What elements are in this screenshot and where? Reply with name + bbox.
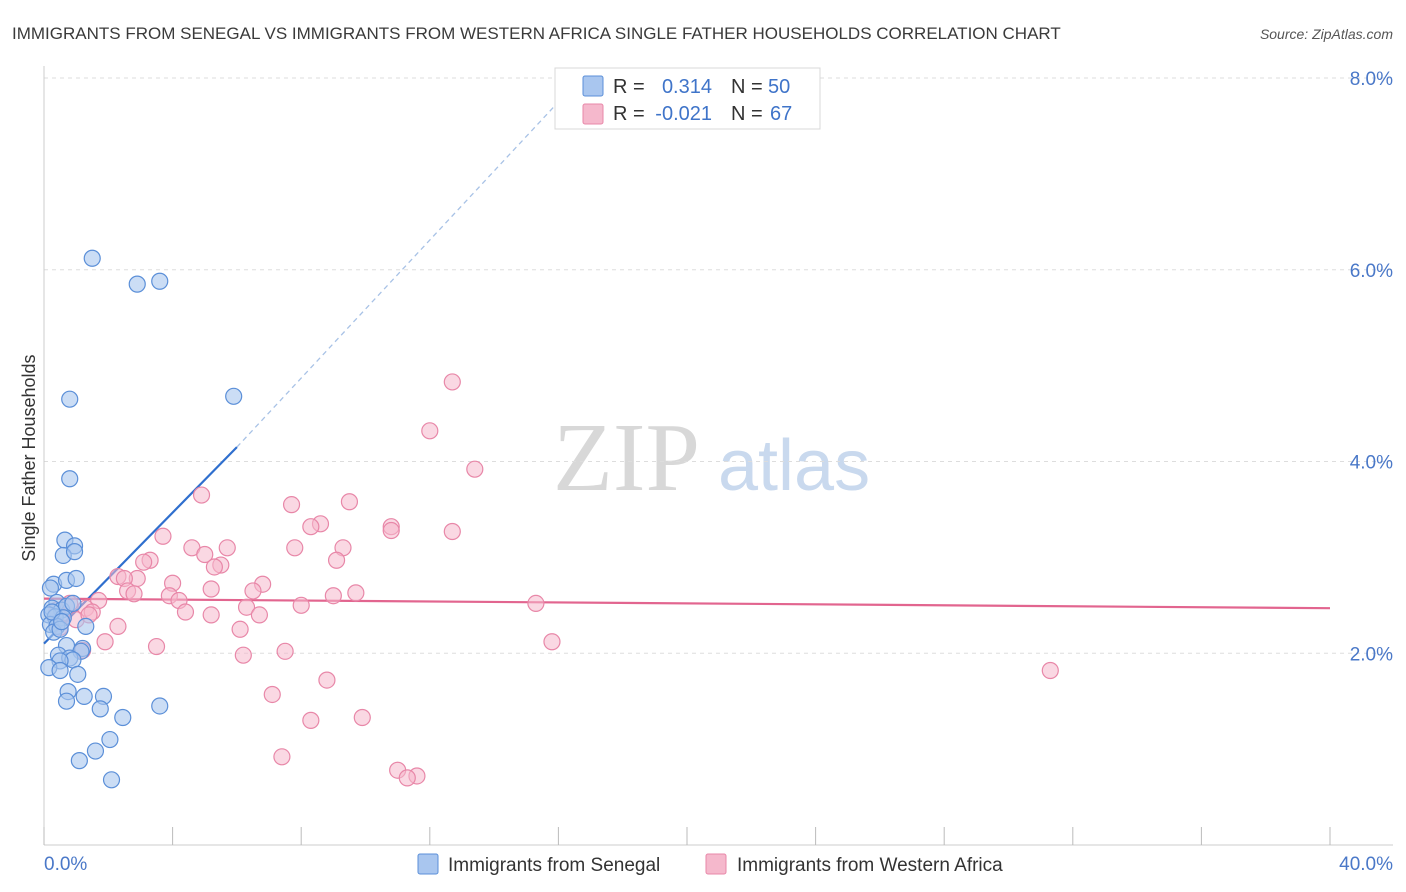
western-africa-trend-line — [43, 597, 1331, 610]
western-africa-point — [543, 633, 561, 651]
western-africa-point — [382, 521, 400, 540]
series-legend: Immigrants from Senegal Immigrants from … — [417, 853, 1003, 876]
western-africa-point — [353, 708, 371, 727]
series-legend-senegal-label: Immigrants from Senegal — [448, 855, 660, 876]
western-africa-point — [135, 553, 153, 571]
western-africa-point — [398, 769, 416, 787]
western-africa-point — [231, 620, 249, 638]
y-tick-label: 2.0% — [1350, 644, 1393, 665]
western-africa-point — [276, 642, 294, 660]
western-africa-point — [421, 422, 439, 440]
y-axis-label: Single Father Households — [19, 354, 39, 561]
y-tick-label: 8.0% — [1350, 69, 1393, 90]
western-africa-point — [196, 545, 214, 564]
western-africa-point — [443, 373, 461, 391]
senegal-point — [102, 771, 121, 789]
western-africa-point — [263, 685, 281, 704]
western-africa-point — [234, 646, 252, 664]
western-africa-point — [125, 585, 143, 603]
senegal-point — [75, 687, 93, 705]
western-africa-point — [205, 558, 223, 576]
western-africa-point — [286, 539, 304, 557]
western-africa-point — [244, 582, 262, 600]
senegal-point — [101, 730, 119, 749]
western-africa-point — [176, 603, 195, 621]
senegal-point — [151, 272, 169, 290]
western-africa-point — [302, 518, 320, 536]
series-legend-wa-label: Immigrants from Western Africa — [737, 855, 1003, 876]
legend-wa-r-value: -0.021 — [655, 103, 712, 125]
trend-layer — [43, 101, 1331, 645]
senegal-point — [51, 661, 69, 680]
legend-senegal-r-label: R = — [613, 76, 645, 98]
senegal-trend-extension — [236, 101, 559, 448]
western-africa-point — [237, 598, 256, 616]
senegal-point — [91, 700, 109, 718]
chart-source: Source: ZipAtlas.com — [1260, 26, 1393, 42]
x-tick-label-max: 40.0% — [1339, 854, 1393, 875]
western-africa-point — [218, 539, 236, 557]
y-tick-label: 4.0% — [1350, 453, 1393, 474]
chart-title: IMMIGRANTS FROM SENEGAL VS IMMIGRANTS FR… — [12, 24, 1061, 43]
western-africa-point — [282, 496, 301, 514]
y-tick-label: 6.0% — [1350, 261, 1393, 282]
legend-wa-n-label: N = — [731, 103, 763, 125]
western-africa-point — [192, 486, 211, 504]
western-africa-point — [327, 551, 346, 569]
points-layer — [40, 249, 1059, 789]
watermark-zip: ZIP — [553, 404, 700, 512]
western-africa-point — [347, 584, 365, 602]
legend-senegal-n-value: 50 — [768, 76, 790, 98]
senegal-point — [86, 742, 105, 760]
western-africa-point — [318, 671, 336, 689]
senegal-point — [69, 665, 87, 683]
legend-wa-r-label: R = — [613, 103, 645, 125]
legend-wa-n-value: 67 — [770, 103, 792, 125]
senegal-point — [64, 594, 82, 612]
axis-layer: 2.0% 4.0% 6.0% 8.0% — [43, 66, 1393, 846]
western-africa-point — [1041, 661, 1059, 680]
western-africa-point — [109, 617, 127, 636]
legend-senegal-swatch — [582, 75, 604, 97]
senegal-point — [225, 387, 243, 405]
senegal-point — [61, 470, 79, 488]
senegal-point — [53, 613, 71, 631]
senegal-point — [151, 697, 169, 715]
senegal-point — [65, 543, 84, 561]
senegal-point — [83, 249, 101, 267]
grid-layer — [44, 77, 1393, 654]
western-africa-point — [443, 522, 461, 541]
correlation-legend: R = 0.314 N = 50 R = -0.021 N = 67 — [554, 67, 821, 130]
western-africa-point — [154, 527, 172, 545]
western-africa-point — [202, 580, 220, 598]
legend-wa-swatch — [582, 103, 604, 125]
senegal-point — [61, 390, 79, 408]
western-africa-point — [340, 493, 359, 511]
western-africa-point — [273, 748, 291, 766]
watermark-atlas: atlas — [718, 426, 870, 506]
senegal-point — [67, 569, 85, 588]
western-africa-point — [147, 637, 166, 656]
legend-senegal-r-value: 0.314 — [662, 76, 712, 98]
western-africa-point — [96, 633, 114, 651]
x-tick-label-min: 0.0% — [44, 854, 87, 875]
senegal-point — [128, 275, 146, 293]
series-legend-senegal-swatch — [417, 853, 439, 875]
senegal-point — [114, 708, 132, 727]
senegal-point — [41, 579, 60, 597]
western-africa-point — [466, 460, 484, 478]
senegal-point — [70, 752, 88, 770]
legend-senegal-n-label: N = — [731, 76, 763, 98]
western-africa-point — [302, 711, 320, 729]
western-africa-point — [250, 606, 269, 624]
senegal-point — [57, 692, 76, 710]
western-africa-point — [292, 596, 310, 614]
western-africa-point — [527, 594, 545, 612]
senegal-point — [77, 617, 95, 636]
western-africa-point — [202, 606, 220, 624]
western-africa-point — [324, 587, 342, 605]
series-legend-wa-swatch — [705, 853, 727, 875]
